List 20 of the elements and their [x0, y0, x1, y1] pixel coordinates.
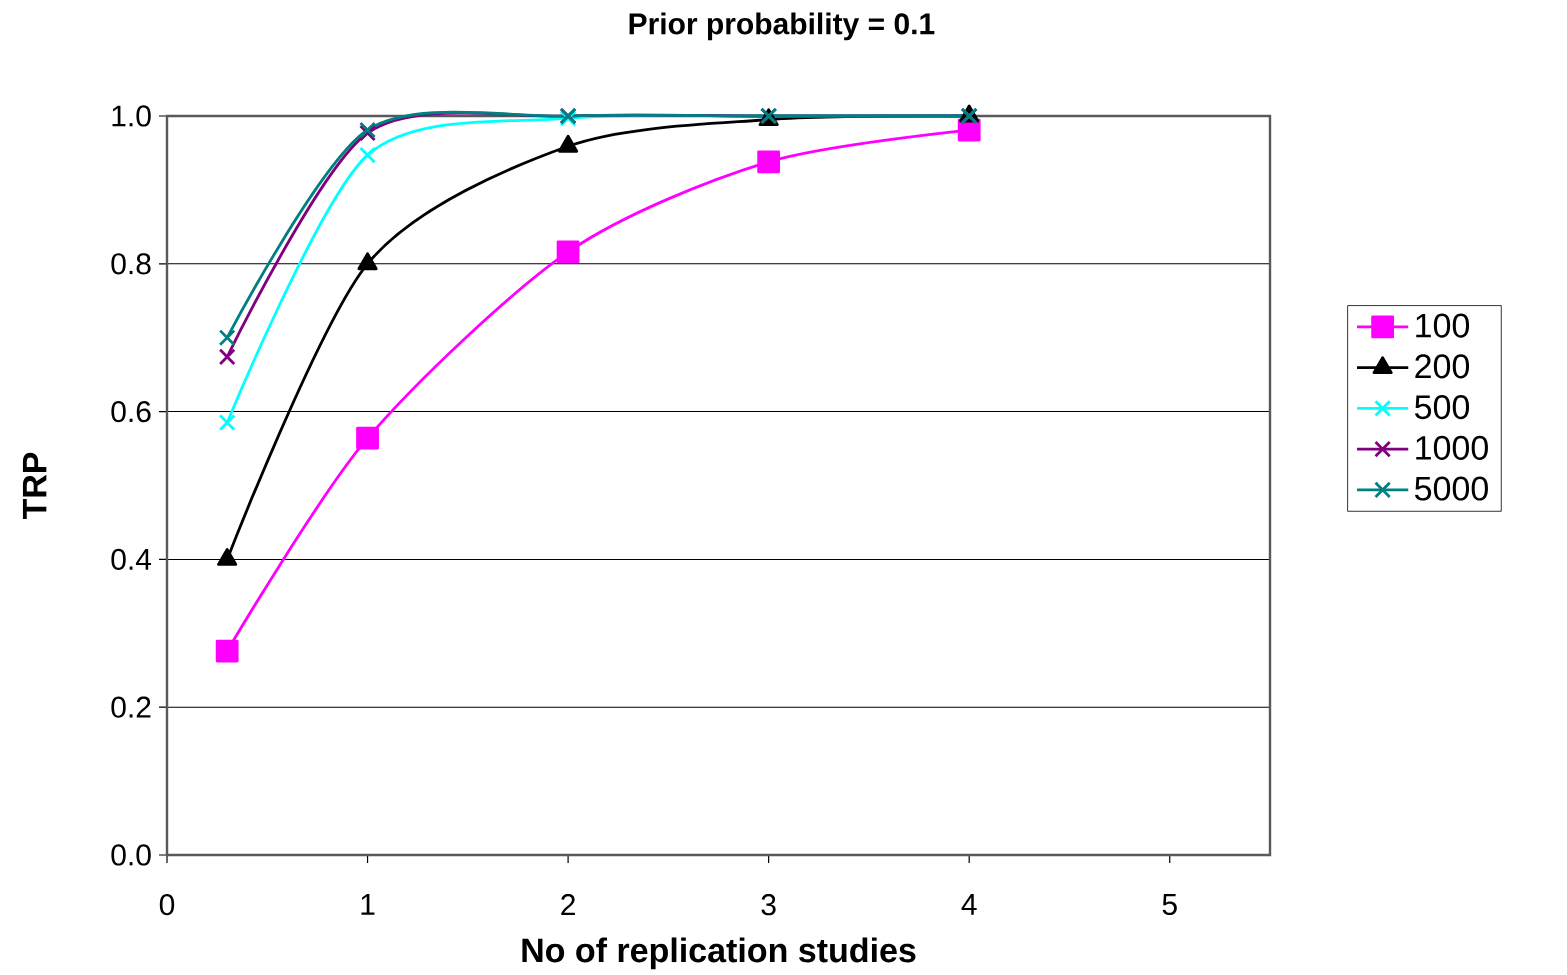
- chart-title: Prior probability = 0.1: [629, 12, 935, 41]
- y-axis-title: TRP: [22, 452, 47, 520]
- x-tick-label: 0: [159, 894, 175, 916]
- legend-label: 200: [1415, 354, 1470, 379]
- x-tick-label: 2: [561, 894, 575, 916]
- y-tick-label: 0.4: [111, 548, 152, 571]
- x-axis-title: No of replication studies: [522, 937, 916, 970]
- x-tick-label: 5: [1162, 894, 1177, 915]
- y-tick-label: 1.0: [112, 105, 151, 127]
- legend-label: 100: [1416, 313, 1470, 338]
- y-tick-label: 0.0: [111, 844, 151, 866]
- legend-label: 5000: [1414, 476, 1488, 501]
- x-tick-label: 4: [961, 894, 977, 915]
- legend-label: 1000: [1416, 435, 1488, 460]
- y-tick-label: 0.6: [111, 400, 151, 423]
- y-tick-label: 0.2: [111, 696, 151, 718]
- y-tick-label: 0.8: [111, 253, 151, 275]
- x-tick-label: 3: [761, 894, 776, 916]
- x-tick-label: 1: [361, 894, 375, 915]
- legend-label: 500: [1414, 395, 1470, 420]
